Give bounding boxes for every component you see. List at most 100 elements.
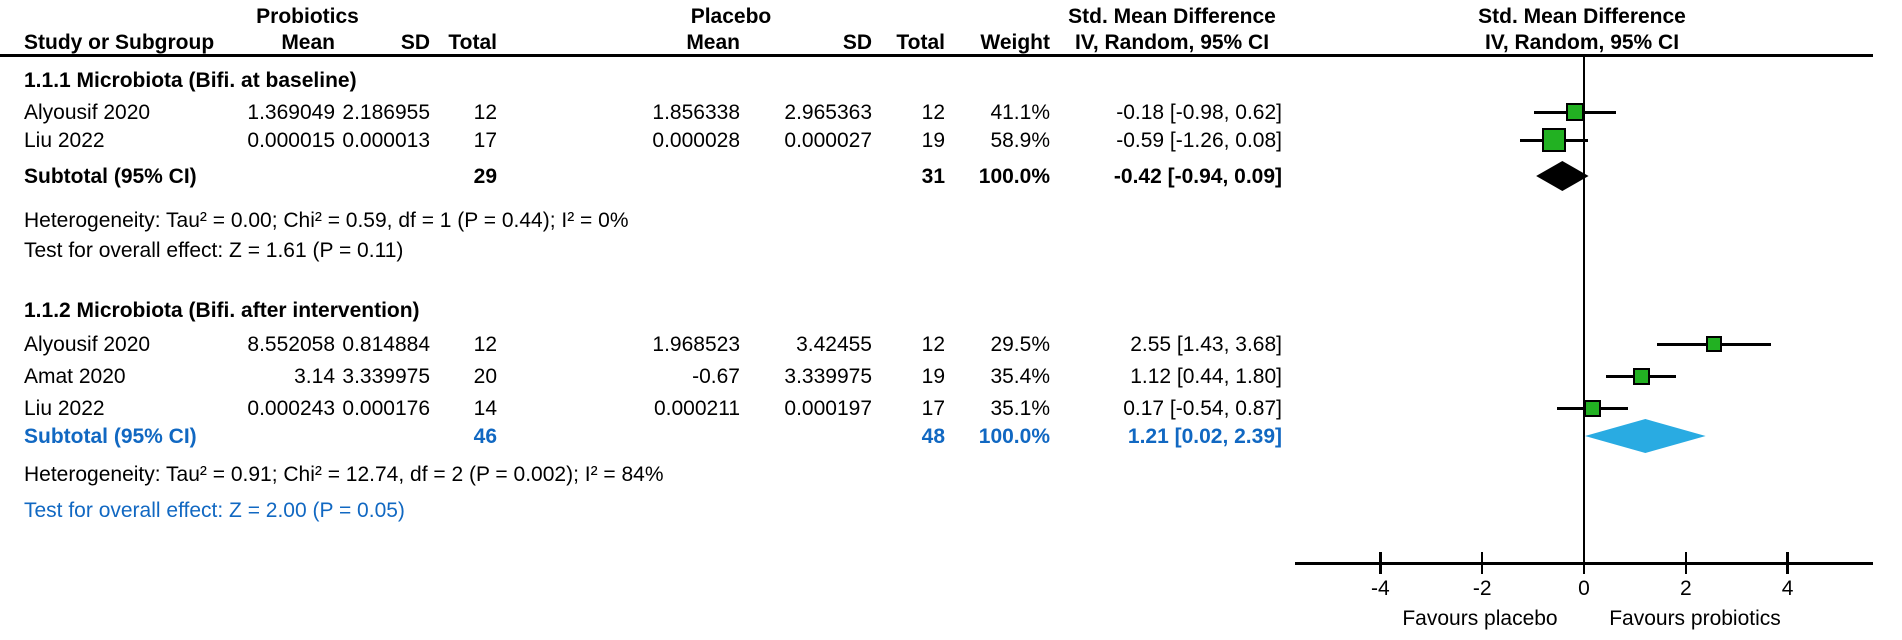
weight-header: Weight [980,31,1050,54]
subtotal-control-total: 31 [921,165,945,188]
study-effect-ci: 0.17 [-0.54, 0.87] [1123,397,1282,420]
axis-tick [1582,552,1586,574]
treatment-total: 20 [473,365,497,388]
control-sd: 0.000197 [784,397,872,420]
treatment-mean: 0.000015 [247,129,335,152]
overall-test-row: Test for overall effect: Z = 2.00 (P = 0… [0,496,1902,524]
effect-square [1705,336,1722,352]
favours-right-label: Favours probiotics [1609,607,1781,630]
treatment-sd: 0.000176 [342,397,430,420]
treatment-sd: 0.000013 [342,129,430,152]
treatment-sd: 3.339975 [342,365,430,388]
treatment-total: 12 [473,333,497,356]
treatment-sd-header: SD [400,31,430,54]
effect-square [1584,399,1602,417]
subgroup-title: 1.1.1 Microbiota (Bifi. at baseline) [24,69,357,92]
study-row: Amat 2020 3.14 3.339975 20 -0.67 3.33997… [0,362,1902,390]
treatment-mean-header: Mean [281,31,335,54]
axis-tick [1379,552,1382,574]
control-sd: 3.42455 [796,333,872,356]
plot-method-header: IV, Random, 95% CI [1484,31,1680,54]
control-mean: 0.000211 [653,397,740,420]
overall-test-text: Test for overall effect: Z = 1.61 (P = 0… [24,239,404,262]
effect-square [1541,128,1566,152]
treatment-mean: 0.000243 [247,397,335,420]
subtotal-weight: 100.0% [978,425,1050,448]
study-weight: 41.1% [990,101,1050,124]
overall-test-row: Test for overall effect: Z = 1.61 (P = 0… [0,236,1902,264]
control-mean-header: Mean [686,31,740,54]
control-total: 19 [921,365,945,388]
treatment-sd: 2.186955 [342,101,430,124]
study-effect-ci: -0.18 [-0.98, 0.62] [1116,101,1282,124]
overall-test-text: Test for overall effect: Z = 2.00 (P = 0… [24,499,405,522]
heterogeneity-text: Heterogeneity: Tau² = 0.91; Chi² = 12.74… [24,463,664,486]
plot-column-header: Std. Mean Difference [1478,5,1686,28]
control-sd-header: SD [842,31,872,54]
heterogeneity-row: Heterogeneity: Tau² = 0.00; Chi² = 0.59,… [0,206,1902,234]
study-effect-ci: -0.59 [-1.26, 0.08] [1116,129,1282,152]
subgroup-title-row: 1.1.2 Microbiota (Bifi. after interventi… [0,296,1902,324]
subgroup-title-row: 1.1.1 Microbiota (Bifi. at baseline) [0,66,1902,94]
axis-tick [1684,552,1688,574]
treatment-mean: 1.369049 [247,101,335,124]
subtotal-weight: 100.0% [978,165,1050,188]
study-weight: 29.5% [990,333,1050,356]
subtotal-treatment-total: 46 [473,425,497,448]
heterogeneity-row: Heterogeneity: Tau² = 0.91; Chi² = 12.74… [0,460,1902,488]
control-group-header: Placebo [690,5,772,28]
control-total: 12 [921,333,945,356]
axis-tick-label: 4 [1781,577,1794,600]
control-total: 19 [921,129,945,152]
study-name: Alyousif 2020 [24,333,151,356]
study-name: Alyousif 2020 [24,101,151,124]
axis-tick-label: -4 [1371,577,1390,600]
study-weight: 35.1% [990,397,1050,420]
subgroup-title: 1.1.2 Microbiota (Bifi. after interventi… [24,299,420,322]
study-row: Liu 2022 0.000015 0.000013 17 0.000028 0… [0,126,1902,154]
effect-square [1632,367,1650,385]
axis-tick-label: 2 [1679,577,1692,600]
study-name: Amat 2020 [24,365,126,388]
study-column-header: Study or Subgroup [24,31,215,54]
treatment-total: 17 [473,129,497,152]
subtotal-effect-ci: 1.21 [0.02, 2.39] [1127,425,1282,448]
study-row: Alyousif 2020 8.552058 0.814884 12 1.968… [0,330,1902,358]
subtotal-row: Subtotal (95% CI) 46 48 100.0% 1.21 [0.0… [0,422,1902,450]
treatment-total-header: Total [448,31,497,54]
study-name: Liu 2022 [24,397,105,420]
subtotal-row: Subtotal (95% CI) 29 31 100.0% -0.42 [-0… [0,162,1902,190]
subtotal-effect-ci: -0.42 [-0.94, 0.09] [1113,165,1282,188]
control-total-header: Total [896,31,945,54]
column-header-row: Study or Subgroup Mean SD Total Mean SD … [0,28,1902,56]
control-sd: 0.000027 [784,129,872,152]
axis-tick-label: -2 [1472,577,1492,600]
axis-tick-label: 0 [1578,577,1590,600]
treatment-total: 14 [473,397,497,420]
study-weight: 35.4% [990,365,1050,388]
control-sd: 3.339975 [784,365,872,388]
axis-tick [1786,552,1789,574]
study-effect-ci: 2.55 [1.43, 3.68] [1130,333,1282,356]
study-row: Alyousif 2020 1.369049 2.186955 12 1.856… [0,98,1902,126]
treatment-total: 12 [473,101,497,124]
subtotal-label: Subtotal (95% CI) [24,165,197,188]
control-mean: 1.856338 [652,101,740,124]
effect-column-header: Std. Mean Difference [1068,5,1276,28]
treatment-mean: 3.14 [294,365,335,388]
zero-reference-line [1582,56,1586,563]
control-mean: 1.968523 [652,333,740,356]
control-mean: -0.67 [692,365,740,388]
study-weight: 58.9% [990,129,1050,152]
study-row: Liu 2022 0.000243 0.000176 14 0.000211 0… [0,394,1902,422]
treatment-group-header: Probiotics [256,5,359,28]
effect-square [1565,103,1584,121]
control-mean: 0.000028 [652,129,740,152]
heterogeneity-text: Heterogeneity: Tau² = 0.00; Chi² = 0.59,… [24,209,629,232]
group-header-row: Probiotics Placebo Std. Mean Difference … [0,2,1902,30]
subtotal-treatment-total: 29 [473,165,497,188]
control-total: 12 [921,101,945,124]
axis-tick [1480,552,1484,574]
treatment-mean: 8.552058 [247,333,335,356]
